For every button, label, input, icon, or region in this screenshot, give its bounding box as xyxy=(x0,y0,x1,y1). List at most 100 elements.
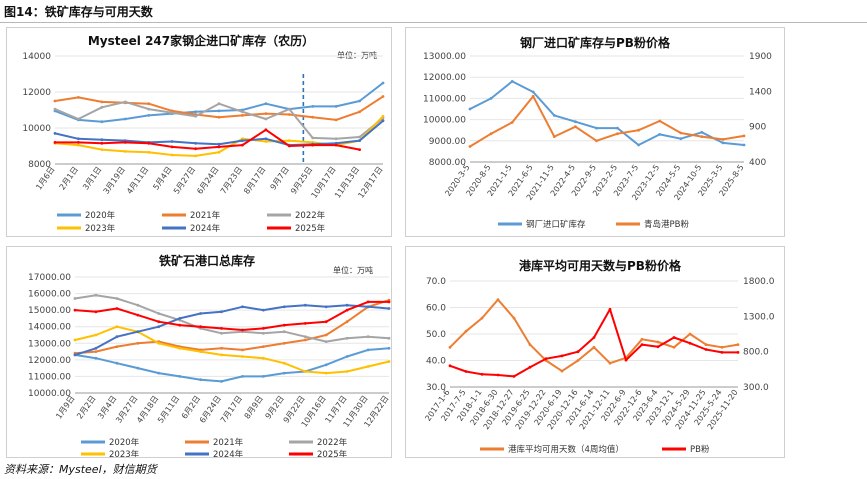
data-point-2023 xyxy=(77,143,80,147)
data-point-2025 xyxy=(178,323,182,327)
data-point-2025 xyxy=(115,307,119,310)
data-point-2021 xyxy=(220,346,223,350)
data-point-pb xyxy=(640,343,644,346)
data-point-2023 xyxy=(157,341,161,345)
data-point-2022 xyxy=(366,335,370,339)
data-point-pb xyxy=(608,307,612,311)
data-point-2021 xyxy=(334,118,338,122)
data-point-2025 xyxy=(170,145,174,149)
data-point-pb xyxy=(700,135,704,138)
x-tick-label: 2月2日 xyxy=(75,394,97,421)
data-point-2025 xyxy=(387,300,391,304)
series-line-pb xyxy=(469,95,745,148)
data-point-2025 xyxy=(100,141,104,145)
data-point-2025 xyxy=(94,310,98,314)
data-point-2023 xyxy=(123,150,127,153)
legend-label: 2022年 xyxy=(295,210,326,221)
series-line-2023 xyxy=(74,325,390,375)
chart-title: Mysteel 247家钢企进口矿库存（农历） xyxy=(88,33,314,48)
y-tick-label: 10000.00 xyxy=(28,389,71,399)
y-tick-label: 14000 xyxy=(22,52,51,62)
legend-label: 2025年 xyxy=(295,223,326,234)
data-point- xyxy=(510,80,514,83)
data-point-2020 xyxy=(358,99,361,103)
data-point-2025 xyxy=(345,308,349,312)
y-tick-label: 15000.00 xyxy=(28,306,71,316)
data-point-2020 xyxy=(220,380,223,383)
data-point-2022 xyxy=(345,336,349,340)
data-point-2024 xyxy=(241,305,244,309)
x-tick-label: 9月25日 xyxy=(289,165,314,196)
data-point-2021 xyxy=(136,341,140,345)
legend-label: 2023年 xyxy=(85,223,116,234)
data-point-2022 xyxy=(287,107,291,111)
data-point-2023 xyxy=(178,346,182,350)
data-point-2025 xyxy=(241,328,244,332)
data-point-2023 xyxy=(241,355,244,358)
data-point-4 xyxy=(704,343,708,346)
legend-label: 2025年 xyxy=(317,449,348,457)
y-tick-label: 17000.00 xyxy=(28,273,71,283)
data-point-4 xyxy=(720,345,724,349)
data-point-2024 xyxy=(77,137,80,141)
data-point-2022 xyxy=(264,117,268,121)
data-point-2024 xyxy=(94,346,98,350)
unit-label: 单位：万吨 xyxy=(337,50,377,60)
data-point-2025 xyxy=(217,145,221,149)
data-point-2021 xyxy=(241,114,244,117)
data-point- xyxy=(742,143,746,147)
data-point-2025 xyxy=(241,143,244,147)
legend-label: PB粉 xyxy=(690,444,710,455)
data-point-2023 xyxy=(100,148,104,151)
data-point-2023 xyxy=(387,360,391,363)
data-point-2020 xyxy=(381,81,385,85)
data-point-2024 xyxy=(73,353,77,357)
data-point-2022 xyxy=(358,135,361,139)
data-point-2020 xyxy=(282,371,286,375)
data-point-4 xyxy=(656,340,660,344)
data-point-2021 xyxy=(264,112,268,115)
data-point- xyxy=(574,120,577,124)
data-point- xyxy=(489,97,493,100)
data-point-pb xyxy=(624,358,628,362)
legend-label: 港库平均可用天数（4周均值） xyxy=(508,444,624,455)
data-point-2021 xyxy=(217,115,221,119)
data-point-2021 xyxy=(345,320,349,324)
data-point-2024 xyxy=(170,140,174,143)
data-point-2020 xyxy=(136,366,140,370)
data-point-2022 xyxy=(53,107,57,111)
x-tick-label: 2月1日 xyxy=(58,165,80,192)
legend-label: 2023年 xyxy=(109,449,140,457)
data-point-2020 xyxy=(217,109,221,113)
y-tick-label: 12000.00 xyxy=(28,356,71,366)
data-point- xyxy=(531,90,535,94)
data-point-2020 xyxy=(311,105,315,108)
x-tick-label: 7月23日 xyxy=(219,165,244,196)
data-point- xyxy=(616,126,619,130)
data-point-2025 xyxy=(282,323,286,327)
data-point- xyxy=(700,130,704,134)
data-point-2020 xyxy=(94,356,98,360)
data-point-2024 xyxy=(358,139,361,142)
data-point-2021 xyxy=(324,333,328,337)
series-line-2022 xyxy=(74,294,390,343)
data-point-2022 xyxy=(334,137,338,141)
data-point-2023 xyxy=(282,361,286,365)
data-point-2025 xyxy=(287,144,291,148)
data-point- xyxy=(721,141,725,145)
data-point-2025 xyxy=(324,320,328,324)
data-point-2020 xyxy=(157,371,161,375)
y2-tick-label: 300.0 xyxy=(743,383,769,393)
y-tick-label: 9000.00 xyxy=(429,137,466,147)
legend-label: 2020年 xyxy=(85,210,116,221)
data-point-pb xyxy=(464,370,468,373)
data-point-2025 xyxy=(194,147,198,151)
data-point-4 xyxy=(512,316,516,320)
legend-label: 2024年 xyxy=(190,223,221,234)
data-point-2024 xyxy=(366,305,370,309)
data-point-2022 xyxy=(100,105,104,109)
data-point-2021 xyxy=(115,345,119,348)
y-tick-label: 12000 xyxy=(22,88,51,98)
data-point-2025 xyxy=(366,300,370,304)
